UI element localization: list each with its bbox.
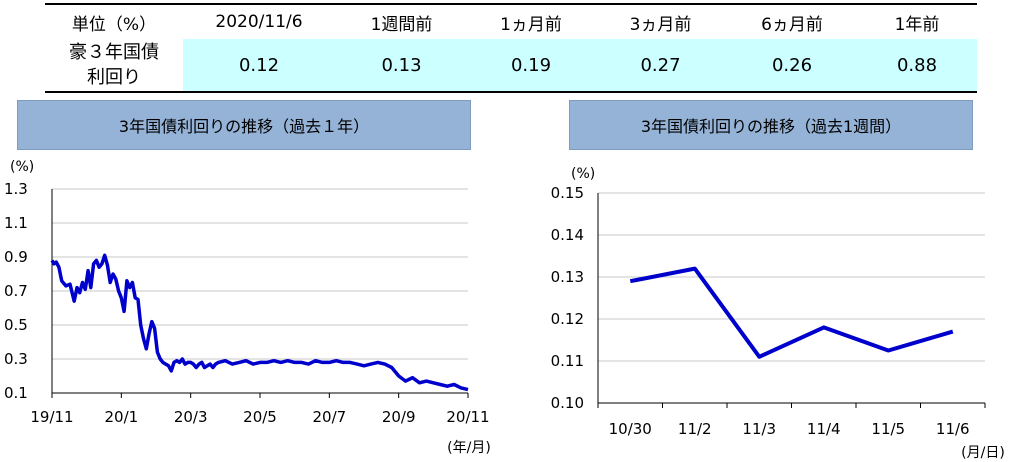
table-row: 豪３年国債 利回り 0.12 0.13 0.19 0.27 0.26 0.88 [45,39,977,93]
y-tick-label: 0.7 [4,282,28,300]
table-cell: 0.13 [335,39,468,93]
y-tick-label: 0.12 [551,310,584,328]
x-tick-label: 11/4 [807,420,841,438]
y-axis-label: (%) [571,166,595,182]
row-label-line: 豪３年国債 [69,42,159,63]
table-header-row: 単位（%） 2020/11/6 1週間前 1ヵ月前 3ヵ月前 6ヵ月前 1年前 [45,3,977,39]
x-tick-label: 19/11 [30,408,73,426]
table-cell: 0.27 [594,39,727,93]
chart-title-1year: 3年国債利回りの推移（過去１年） [17,100,471,150]
y-tick-label: 1.1 [4,214,28,232]
column-header: 1週間前 [335,3,468,39]
x-tick-label: 20/1 [104,408,138,426]
y-tick-label: 0.14 [551,226,584,244]
x-tick-label: 20/3 [174,408,208,426]
x-tick-label: 20/7 [312,408,346,426]
y-tick-label: 0.11 [551,352,584,370]
x-tick-label: 11/6 [936,420,970,438]
table-cell: 0.26 [727,39,857,93]
y-tick-label: 0.3 [4,350,28,368]
row-label-line: 利回り [87,67,141,88]
y-tick-label: 0.10 [551,394,584,412]
x-axis-label: (年/月) [447,440,491,456]
row-label: 豪３年国債 利回り [45,39,183,93]
yield-table: 単位（%） 2020/11/6 1週間前 1ヵ月前 3ヵ月前 6ヵ月前 1年前 … [45,3,977,93]
x-axis-label: (月/日) [961,445,1005,461]
x-tick-label: 11/5 [871,420,905,438]
column-header: 2020/11/6 [183,3,335,39]
y-tick-label: 0.1 [4,384,28,402]
x-tick-label: 20/5 [243,408,277,426]
series-line [629,266,954,359]
y-tick-label: 0.9 [4,248,28,266]
column-header: 1ヵ月前 [468,3,594,39]
x-tick-label: 20/9 [382,408,416,426]
x-tick-label: 20/11 [446,408,489,426]
table-cell: 0.88 [857,39,977,93]
series-line [50,253,469,392]
y-tick-label: 1.3 [4,180,28,198]
y-tick-label: 0.13 [551,268,584,286]
unit-label: 単位（%） [45,3,183,39]
chart-title-1week: 3年国債利回りの推移（過去1週間） [569,100,973,150]
table-cell: 0.12 [183,39,335,93]
y-tick-label: 0.15 [551,184,584,202]
column-header: 6ヵ月前 [727,3,857,39]
column-header: 1年前 [857,3,977,39]
x-tick-label: 10/30 [609,420,652,438]
column-header: 3ヵ月前 [594,3,727,39]
y-axis-label: (%) [10,159,34,175]
table-cell: 0.19 [468,39,594,93]
x-tick-label: 11/2 [678,420,712,438]
y-tick-label: 0.5 [4,316,28,334]
x-tick-label: 11/3 [742,420,776,438]
